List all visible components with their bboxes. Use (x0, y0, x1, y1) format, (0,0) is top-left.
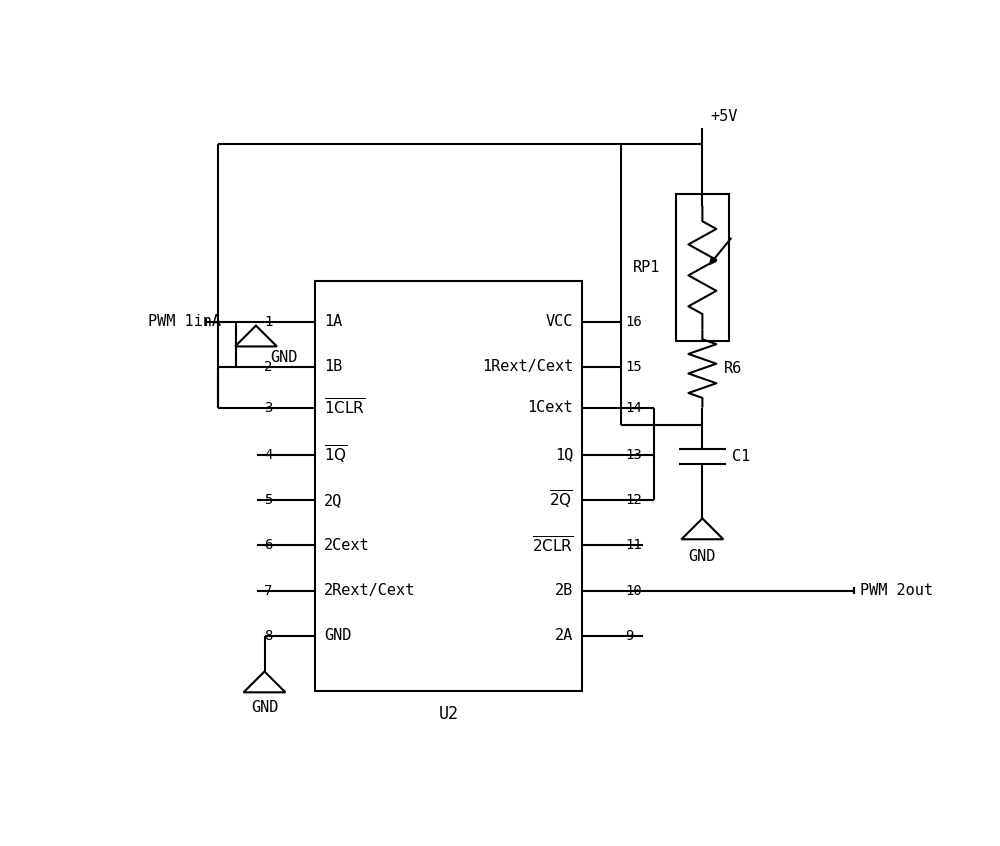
Text: 1B: 1B (324, 360, 342, 374)
Text: 4: 4 (264, 448, 272, 462)
Text: GND: GND (324, 628, 352, 643)
Text: 5: 5 (264, 493, 272, 508)
Text: 16: 16 (625, 315, 642, 329)
Text: 1: 1 (264, 315, 272, 329)
Text: C1: C1 (732, 449, 750, 464)
Text: 9: 9 (625, 629, 633, 643)
Text: PWM 2out: PWM 2out (860, 583, 933, 598)
Text: 2: 2 (264, 360, 272, 374)
Text: R6: R6 (724, 361, 742, 376)
Bar (315, 281, 582, 691)
Text: 2B: 2B (555, 583, 573, 598)
Text: GND: GND (251, 700, 278, 715)
Text: 1Rext/Cext: 1Rext/Cext (482, 360, 573, 374)
Text: 10: 10 (625, 584, 642, 597)
Bar (676, 194, 729, 341)
Text: $\overline{\rm 2Q}$: $\overline{\rm 2Q}$ (549, 489, 573, 511)
Text: 8: 8 (264, 629, 272, 643)
Text: 2Q: 2Q (324, 492, 342, 508)
Text: $\overline{\rm 1CLR}$: $\overline{\rm 1CLR}$ (324, 398, 366, 418)
Text: $\overline{\rm 1Q}$: $\overline{\rm 1Q}$ (324, 444, 348, 466)
Text: 6: 6 (264, 538, 272, 552)
Text: 11: 11 (625, 538, 642, 552)
Text: U2: U2 (439, 706, 459, 723)
Text: 2A: 2A (555, 628, 573, 643)
Text: RP1: RP1 (632, 260, 660, 275)
Text: 14: 14 (625, 401, 642, 415)
Text: VCC: VCC (546, 314, 573, 329)
Text: 13: 13 (625, 448, 642, 462)
Text: 1A: 1A (324, 314, 342, 329)
Text: $\overline{\rm 2CLR}$: $\overline{\rm 2CLR}$ (532, 536, 573, 556)
Text: 12: 12 (625, 493, 642, 508)
Text: PWM 1inA: PWM 1inA (148, 314, 221, 329)
Text: 1Q: 1Q (555, 448, 573, 463)
Text: 1Cext: 1Cext (527, 400, 573, 415)
Text: 7: 7 (264, 584, 272, 597)
Text: GND: GND (689, 549, 716, 564)
Text: 15: 15 (625, 360, 642, 374)
Text: GND: GND (270, 350, 297, 365)
Text: 3: 3 (264, 401, 272, 415)
Text: 2Rext/Cext: 2Rext/Cext (324, 583, 415, 598)
Text: 2Cext: 2Cext (324, 538, 370, 553)
Text: +5V: +5V (710, 109, 738, 124)
